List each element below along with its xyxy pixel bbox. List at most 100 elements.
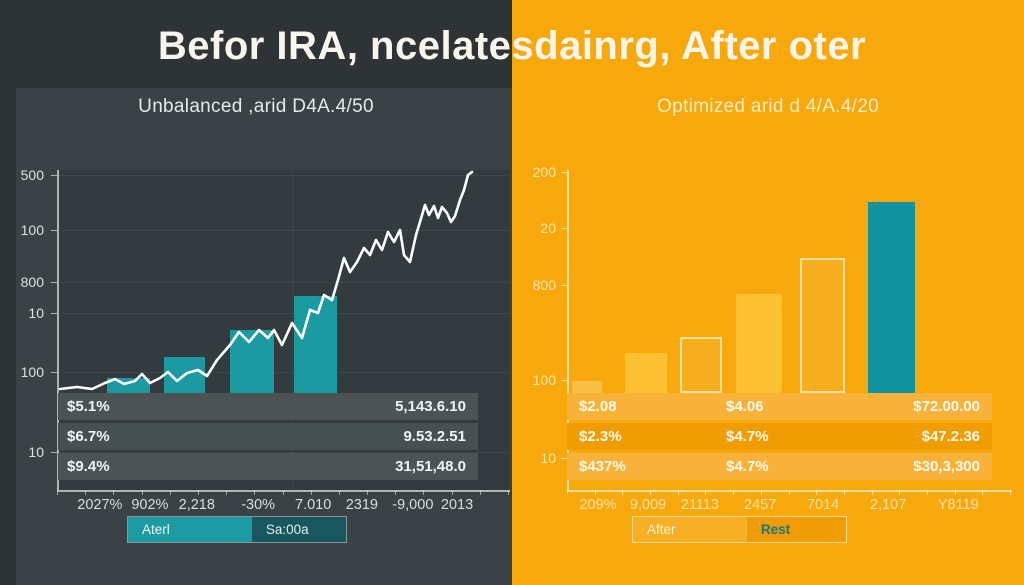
y-axis-tick — [561, 379, 567, 381]
y-tick-label: 800 — [20, 274, 44, 290]
x-tick-label: 2027% — [77, 497, 123, 513]
x-axis-tick — [395, 490, 397, 495]
x-axis-tick — [226, 490, 228, 495]
x-axis-tick — [843, 490, 845, 495]
x-axis-tick — [622, 490, 624, 495]
stat-value: $47.2.36 — [921, 428, 980, 445]
x-axis-tick — [954, 490, 956, 495]
before-subtitle: Unbalanced ,arid D4A.4/50 — [138, 96, 374, 117]
x-tick-label: 2319 — [345, 497, 379, 513]
stat-value: $30,3,300 — [913, 458, 980, 475]
legend-item: After — [633, 517, 747, 542]
x-axis-tick — [85, 490, 87, 495]
x-axis-tick — [254, 490, 256, 495]
x-axis-tick — [677, 490, 679, 495]
x-axis-tick — [141, 490, 143, 495]
x-tick-label: 7014 — [806, 497, 840, 513]
trend-line-chart — [58, 170, 474, 391]
grid-line — [59, 282, 510, 283]
table-row: $6.7% 9.53.2.51 — [58, 423, 478, 450]
x-tick-label: Y8119 — [937, 497, 979, 513]
bar — [736, 294, 783, 393]
x-tick-label: -9,000 — [392, 497, 434, 513]
stat-value: 31,51,48.0 — [395, 458, 466, 475]
bar — [572, 381, 603, 393]
y-axis-tick — [561, 227, 567, 229]
x-axis-tick — [650, 490, 652, 495]
before-x-axis — [57, 490, 509, 496]
x-axis-tick — [310, 490, 312, 495]
x-tick-label: 2013 — [440, 497, 474, 513]
y-axis-tick — [51, 175, 57, 177]
stat-label: $9.4% — [67, 458, 110, 475]
x-axis-tick — [508, 490, 509, 495]
page-title: Befor IRA, ncelatesdainrg, After oter — [157, 24, 867, 68]
grid-line — [59, 451, 510, 453]
legend-item: Aterl — [128, 517, 252, 542]
before-y-axis-labels: 500 100 800 10 100 10 — [0, 167, 50, 490]
x-tick-label: 9,009 — [629, 497, 667, 513]
table-row: $5.1% 5,143.6.10 — [58, 393, 478, 420]
x-axis-tick — [816, 490, 818, 495]
stat-value: $72.00.00 — [913, 398, 980, 415]
y-tick-label: 200 — [532, 163, 556, 180]
after-stats-table: $2.08 $4.06 $72.00.00 $2.3% $4.7% $47.2.… — [567, 393, 992, 483]
x-axis-tick — [367, 490, 369, 495]
x-axis-tick — [871, 490, 873, 495]
y-tick-label: 500 — [20, 167, 44, 184]
stat-label: $437% — [579, 458, 626, 475]
bar — [799, 258, 845, 393]
x-tick-label: 2457 — [744, 497, 777, 513]
grid-line — [59, 371, 510, 373]
x-axis-tick — [423, 490, 425, 495]
after-y-axis-labels: 200 20 800 100 10 — [512, 164, 562, 490]
stat-label: $2.3% — [579, 428, 622, 445]
before-legend: Aterl Sa:00a — [127, 516, 347, 543]
x-axis-tick — [338, 490, 340, 495]
stat-label: $5.1% — [67, 398, 110, 415]
after-plot-area — [561, 170, 1012, 492]
y-axis-tick — [561, 284, 567, 286]
x-axis-tick — [926, 490, 928, 495]
x-axis-tick — [1010, 490, 1011, 495]
table-row: $9.4% 31,51,48.0 — [58, 453, 478, 480]
before-panel: Unbalanced ,arid D4A.4/50 500 100 800 10 100… — [0, 0, 512, 585]
x-axis-tick — [169, 490, 171, 495]
y-tick-label: 10 — [28, 443, 44, 460]
y-tick-label: 800 — [532, 276, 556, 293]
y-axis-tick — [561, 458, 567, 459]
stat-label: $2.08 — [579, 398, 617, 415]
legend-item: Sa:00a — [251, 517, 346, 542]
after-panel: Optimized arid d 4/A.4/20 200 20 800 100 10 … — [512, 0, 1024, 585]
y-tick-label: 10 — [28, 305, 44, 322]
x-axis-tick — [594, 490, 596, 495]
table-row: $2.3% $4.7% $47.2.36 — [567, 423, 992, 450]
y-tick-label: 100 — [532, 371, 556, 388]
x-axis-tick — [282, 490, 284, 495]
y-axis-tick — [51, 451, 57, 453]
x-axis-tick — [788, 490, 790, 495]
stat-value: $4.7% — [726, 458, 769, 475]
x-axis-tick — [705, 490, 707, 495]
x-axis-tick — [982, 490, 984, 495]
x-tick-label: -30% — [241, 497, 276, 513]
y-axis-tick — [51, 371, 57, 373]
x-axis-tick — [479, 490, 481, 495]
table-row: $437% $4.7% $30,3,300 — [567, 453, 992, 480]
trend-line — [58, 170, 474, 391]
stat-value: $4.06 — [726, 398, 764, 415]
x-tick-label: 2,218 — [178, 497, 215, 513]
stat-value: $4.7% — [726, 428, 769, 445]
bar — [679, 337, 722, 393]
x-axis-tick — [733, 490, 735, 495]
x-tick-label: 21113 — [680, 497, 719, 513]
bar — [624, 353, 667, 393]
bar — [868, 202, 915, 393]
y-tick-label: 100 — [20, 363, 44, 380]
grid-line — [59, 313, 510, 315]
x-axis-tick — [451, 490, 453, 495]
grid-line — [59, 230, 510, 232]
x-axis-tick — [567, 490, 568, 495]
stat-value: 9.53.2.51 — [403, 428, 466, 445]
